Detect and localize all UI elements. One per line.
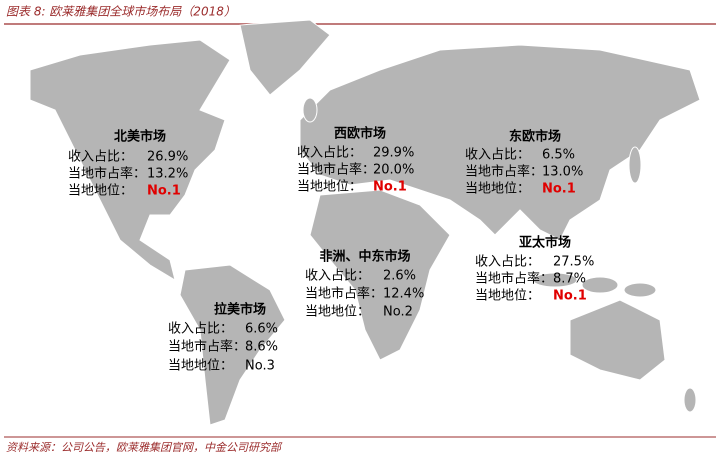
metric-value: No.1 xyxy=(147,184,181,199)
metric-value: 13.0% xyxy=(542,165,583,180)
metric-label: 当地地位： xyxy=(465,182,530,197)
region-name: 东欧市场 xyxy=(509,129,561,145)
metric-value: No.2 xyxy=(383,305,413,320)
region-name: 亚太市场 xyxy=(519,235,571,251)
metric-label: 当地地位： xyxy=(297,180,362,195)
metric-value: 8.7% xyxy=(553,272,586,287)
metric-label: 当地市占率： xyxy=(168,339,246,355)
region-name: 非洲、中东市场 xyxy=(319,249,410,265)
metric-label: 当地地位： xyxy=(305,305,370,320)
metric-label: 当地市占率： xyxy=(475,271,553,287)
region-name: 拉美市场 xyxy=(214,302,266,318)
region-name: 北美市场 xyxy=(114,129,166,145)
metric-label: 收入占比： xyxy=(297,146,362,161)
metric-label: 收入占比： xyxy=(168,322,233,337)
metric-value: 6.6% xyxy=(245,322,278,337)
metric-value: 26.9% xyxy=(147,150,188,165)
metric-value: 12.4% xyxy=(383,287,424,302)
metric-value: 29.9% xyxy=(373,146,414,161)
metric-label: 当地市占率： xyxy=(68,166,146,182)
source: 资料来源：公司公告，欧莱雅集团官网，中金公司研究部 xyxy=(6,441,283,454)
metric-value: No.1 xyxy=(542,182,576,197)
metric-value: No.1 xyxy=(373,180,407,195)
world-map xyxy=(29,19,701,426)
metric-label: 收入占比： xyxy=(475,255,540,270)
metric-label: 收入占比： xyxy=(305,269,370,284)
metric-value: 27.5% xyxy=(553,255,594,270)
metric-value: 20.0% xyxy=(373,163,414,178)
metric-label: 收入占比： xyxy=(465,148,530,163)
metric-value: No.3 xyxy=(245,359,275,374)
metric-label: 当地市占率： xyxy=(465,164,543,180)
metric-label: 当地地位： xyxy=(475,289,540,304)
region-name: 西欧市场 xyxy=(334,126,386,142)
metric-label: 当地地位： xyxy=(168,359,233,374)
metric-value: 13.2% xyxy=(147,167,188,182)
metric-value: 6.5% xyxy=(542,148,575,163)
metric-value: No.1 xyxy=(553,289,587,304)
metric-value: 2.6% xyxy=(383,269,416,284)
metric-value: 8.6% xyxy=(245,340,278,355)
metric-label: 当地地位： xyxy=(68,184,133,199)
title: 图表 8: 欧莱雅集团全球市场布局（2018） xyxy=(6,5,236,19)
metric-label: 收入占比： xyxy=(68,150,133,165)
metric-label: 当地市占率： xyxy=(297,162,375,178)
metric-label: 当地市占率： xyxy=(305,286,383,302)
